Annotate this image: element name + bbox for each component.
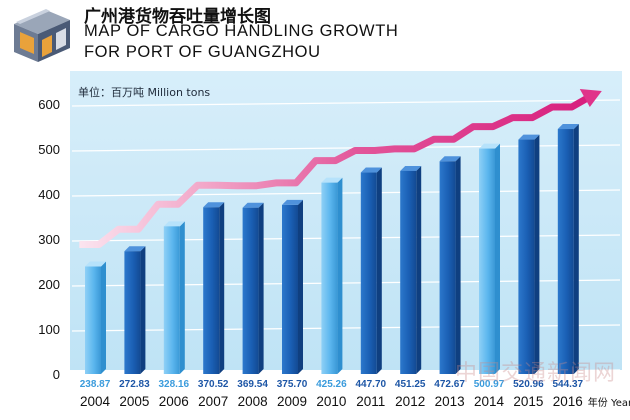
x-tick-label: 2016 [553, 394, 583, 409]
x-tick-label: 2004 [80, 394, 111, 409]
bar-side [376, 167, 382, 374]
bar-side [573, 124, 579, 374]
title-english-line2: FOR PORT OF GUANGZHOU [84, 43, 321, 61]
value-label: 500.97 [474, 379, 505, 390]
bar-top [282, 199, 303, 205]
y-tick-label: 300 [38, 232, 60, 247]
bar-front [242, 207, 259, 374]
trend-arrow-line [79, 95, 588, 248]
bar-top [518, 134, 540, 140]
bar-2005 [124, 246, 146, 374]
bar-front [400, 170, 417, 374]
value-label: 370.52 [198, 379, 229, 390]
bar-top [242, 202, 264, 208]
value-label: 375.70 [277, 379, 308, 390]
bar-2011 [360, 167, 382, 374]
bar-side [416, 165, 422, 374]
x-tick-label: 2013 [435, 394, 465, 409]
x-tick-label: 2006 [159, 394, 189, 409]
bar-top [360, 167, 382, 173]
bar-2006 [163, 221, 185, 374]
x-tick-label: 2010 [316, 394, 346, 409]
bar-side [337, 177, 343, 374]
bar-top [203, 202, 225, 208]
bar-top [557, 124, 579, 130]
x-tick-label: 2011 [356, 394, 385, 409]
bar-2004 [85, 261, 106, 374]
bar-2015 [518, 134, 540, 374]
bar-side [298, 199, 303, 374]
bar-2012 [400, 165, 422, 374]
bar-2013 [439, 156, 461, 374]
port-warehouse-icon [14, 9, 70, 62]
x-tick-label: 2009 [277, 394, 307, 409]
bar-front [518, 139, 535, 374]
x-tick-label: 2005 [119, 394, 149, 409]
bar-side [495, 143, 500, 374]
trend-arrow-head [579, 89, 602, 108]
y-tick-label: 200 [38, 277, 60, 292]
bar-side [258, 202, 264, 374]
unit-label: 单位：百万吨 Million tons [78, 85, 210, 99]
x-tick-label: 2007 [198, 394, 228, 409]
bar-side [219, 202, 225, 374]
bar-top [163, 221, 185, 227]
value-label: 328.16 [159, 379, 190, 390]
bar-front [360, 172, 377, 374]
gridline [71, 99, 621, 107]
bar-2014 [479, 143, 500, 374]
bar-top [85, 261, 106, 267]
bar-front [163, 226, 180, 374]
value-label: 520.96 [513, 379, 544, 390]
bar-2007 [203, 202, 225, 374]
value-label: 544.37 [553, 379, 584, 390]
bar-side [101, 261, 106, 374]
value-label: 451.25 [395, 379, 426, 390]
bar-front [85, 266, 101, 374]
value-label: 425.26 [316, 379, 347, 390]
y-tick-label: 600 [38, 97, 60, 112]
value-label: 238.87 [80, 379, 111, 390]
value-label: 369.54 [237, 379, 268, 390]
bar-2016 [557, 124, 579, 374]
bar-2008 [242, 202, 264, 374]
bar-front [124, 251, 141, 374]
y-tick-label: 100 [38, 322, 60, 337]
x-tick-label: 2012 [395, 394, 425, 409]
title-chinese: 广州港货物吞吐量增长图 [84, 7, 271, 27]
bar-top [124, 246, 146, 252]
bar-side [140, 246, 146, 374]
x-tick-label: 2014 [474, 394, 505, 409]
value-label: 472.67 [434, 379, 465, 390]
y-tick-label: 400 [38, 187, 60, 202]
y-tick-label: 500 [38, 142, 60, 157]
bar-side [455, 156, 461, 374]
y-tick-label: 0 [53, 367, 60, 382]
bar-front [282, 204, 298, 374]
x-unit-label: 年份 Year [588, 396, 630, 409]
watermark-text: 中国交通新闻网 [455, 361, 617, 386]
bar-front [557, 129, 574, 374]
x-tick-label: 2015 [513, 394, 543, 409]
bar-2009 [282, 199, 303, 374]
bar-top [479, 143, 500, 149]
bar-front [203, 207, 220, 374]
bar-top [321, 177, 343, 183]
bar-side [179, 221, 185, 374]
x-tick-label: 2008 [238, 394, 268, 409]
bar-front [321, 182, 338, 374]
value-label: 447.70 [356, 379, 387, 390]
value-label: 272.83 [119, 379, 150, 390]
bar-side [534, 134, 540, 374]
bar-front [439, 161, 456, 374]
bar-front [479, 148, 495, 374]
bar-top [400, 165, 422, 171]
bar-top [439, 156, 461, 162]
bar-2010 [321, 177, 343, 374]
title-english-line1: MAP OF CARGO HANDLING GROWTH [84, 22, 399, 40]
